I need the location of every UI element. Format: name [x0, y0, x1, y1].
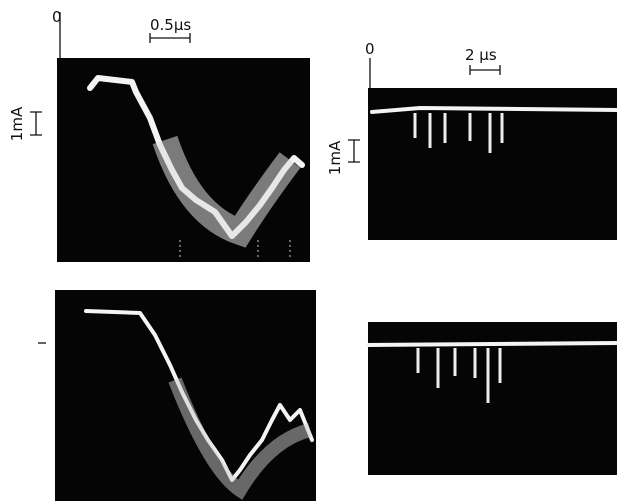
time-scale: 2 μs [465, 46, 497, 64]
trace [370, 106, 617, 114]
time-origin: 0 [365, 40, 375, 58]
time-origin: 0 [52, 8, 62, 26]
current-scale: 1mA [8, 106, 26, 141]
trace-band [152, 135, 301, 248]
time-scale-bar [469, 65, 501, 75]
current-scale: 1mA [326, 140, 344, 175]
time-scale: 0.5μs [150, 16, 191, 34]
time-scale-bar [149, 33, 191, 43]
current-scale-bar [30, 111, 42, 136]
scope-screen [368, 322, 617, 475]
trace [366, 341, 617, 347]
trace-spikes [416, 348, 502, 403]
scope-screen [368, 88, 617, 240]
trace-spikes [413, 113, 504, 153]
current-scale-bar [348, 139, 360, 163]
trace-band [168, 377, 312, 500]
